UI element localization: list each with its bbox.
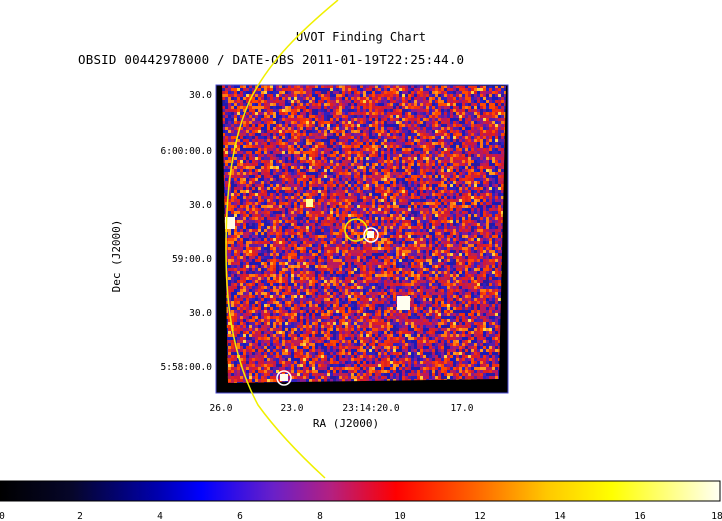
chart-subtitle: OBSID 00442978000 / DATE-OBS 2011-01-19T… bbox=[78, 52, 465, 67]
colorbar bbox=[0, 480, 721, 502]
x-tick-label: 23.0 bbox=[281, 403, 304, 414]
x-tick-label: 17.0 bbox=[451, 403, 474, 414]
image-frame bbox=[215, 84, 509, 394]
colorbar-tick-label: 6 bbox=[237, 511, 243, 521]
y-tick-label: 30.0 bbox=[189, 200, 212, 211]
chart-title: UVOT Finding Chart bbox=[295, 30, 427, 44]
colorbar-tick-label: 4 bbox=[157, 511, 163, 521]
x-tick-label: 26.0 bbox=[210, 403, 233, 414]
source-circle bbox=[363, 227, 379, 243]
colorbar-tick-label: 10 bbox=[394, 511, 406, 521]
y-tick-label: 5:58:00.0 bbox=[161, 362, 213, 373]
colorbar-tick-label: 14 bbox=[554, 511, 566, 521]
bright-source bbox=[397, 296, 410, 310]
bright-source bbox=[280, 374, 288, 381]
colorbar-tick-label: 2 bbox=[77, 511, 83, 521]
colorbar-tick-label: 18 bbox=[711, 511, 722, 521]
y-tick-label: 30.0 bbox=[189, 308, 212, 319]
large-arc-overlay bbox=[225, 0, 339, 479]
colorbar-tick-label: 8 bbox=[317, 511, 323, 521]
colorbar-tick-label: 0 bbox=[0, 511, 5, 521]
x-tick-label: 23:14:20.0 bbox=[342, 403, 399, 414]
y-tick-label: 30.0 bbox=[189, 90, 212, 101]
bright-source bbox=[306, 199, 313, 207]
image-pixels bbox=[222, 85, 506, 383]
y-axis-label: Dec (J2000) bbox=[110, 220, 123, 293]
source-circle bbox=[276, 370, 292, 386]
x-axis-label: RA (J2000) bbox=[313, 417, 379, 430]
colorbar-tick-label: 16 bbox=[634, 511, 646, 521]
bright-source bbox=[367, 231, 374, 238]
bright-source bbox=[225, 217, 235, 229]
y-tick-label: 59:00.0 bbox=[172, 254, 212, 265]
y-tick-label: 6:00:00.0 bbox=[161, 146, 213, 157]
colorbar-tick-label: 12 bbox=[474, 511, 485, 521]
